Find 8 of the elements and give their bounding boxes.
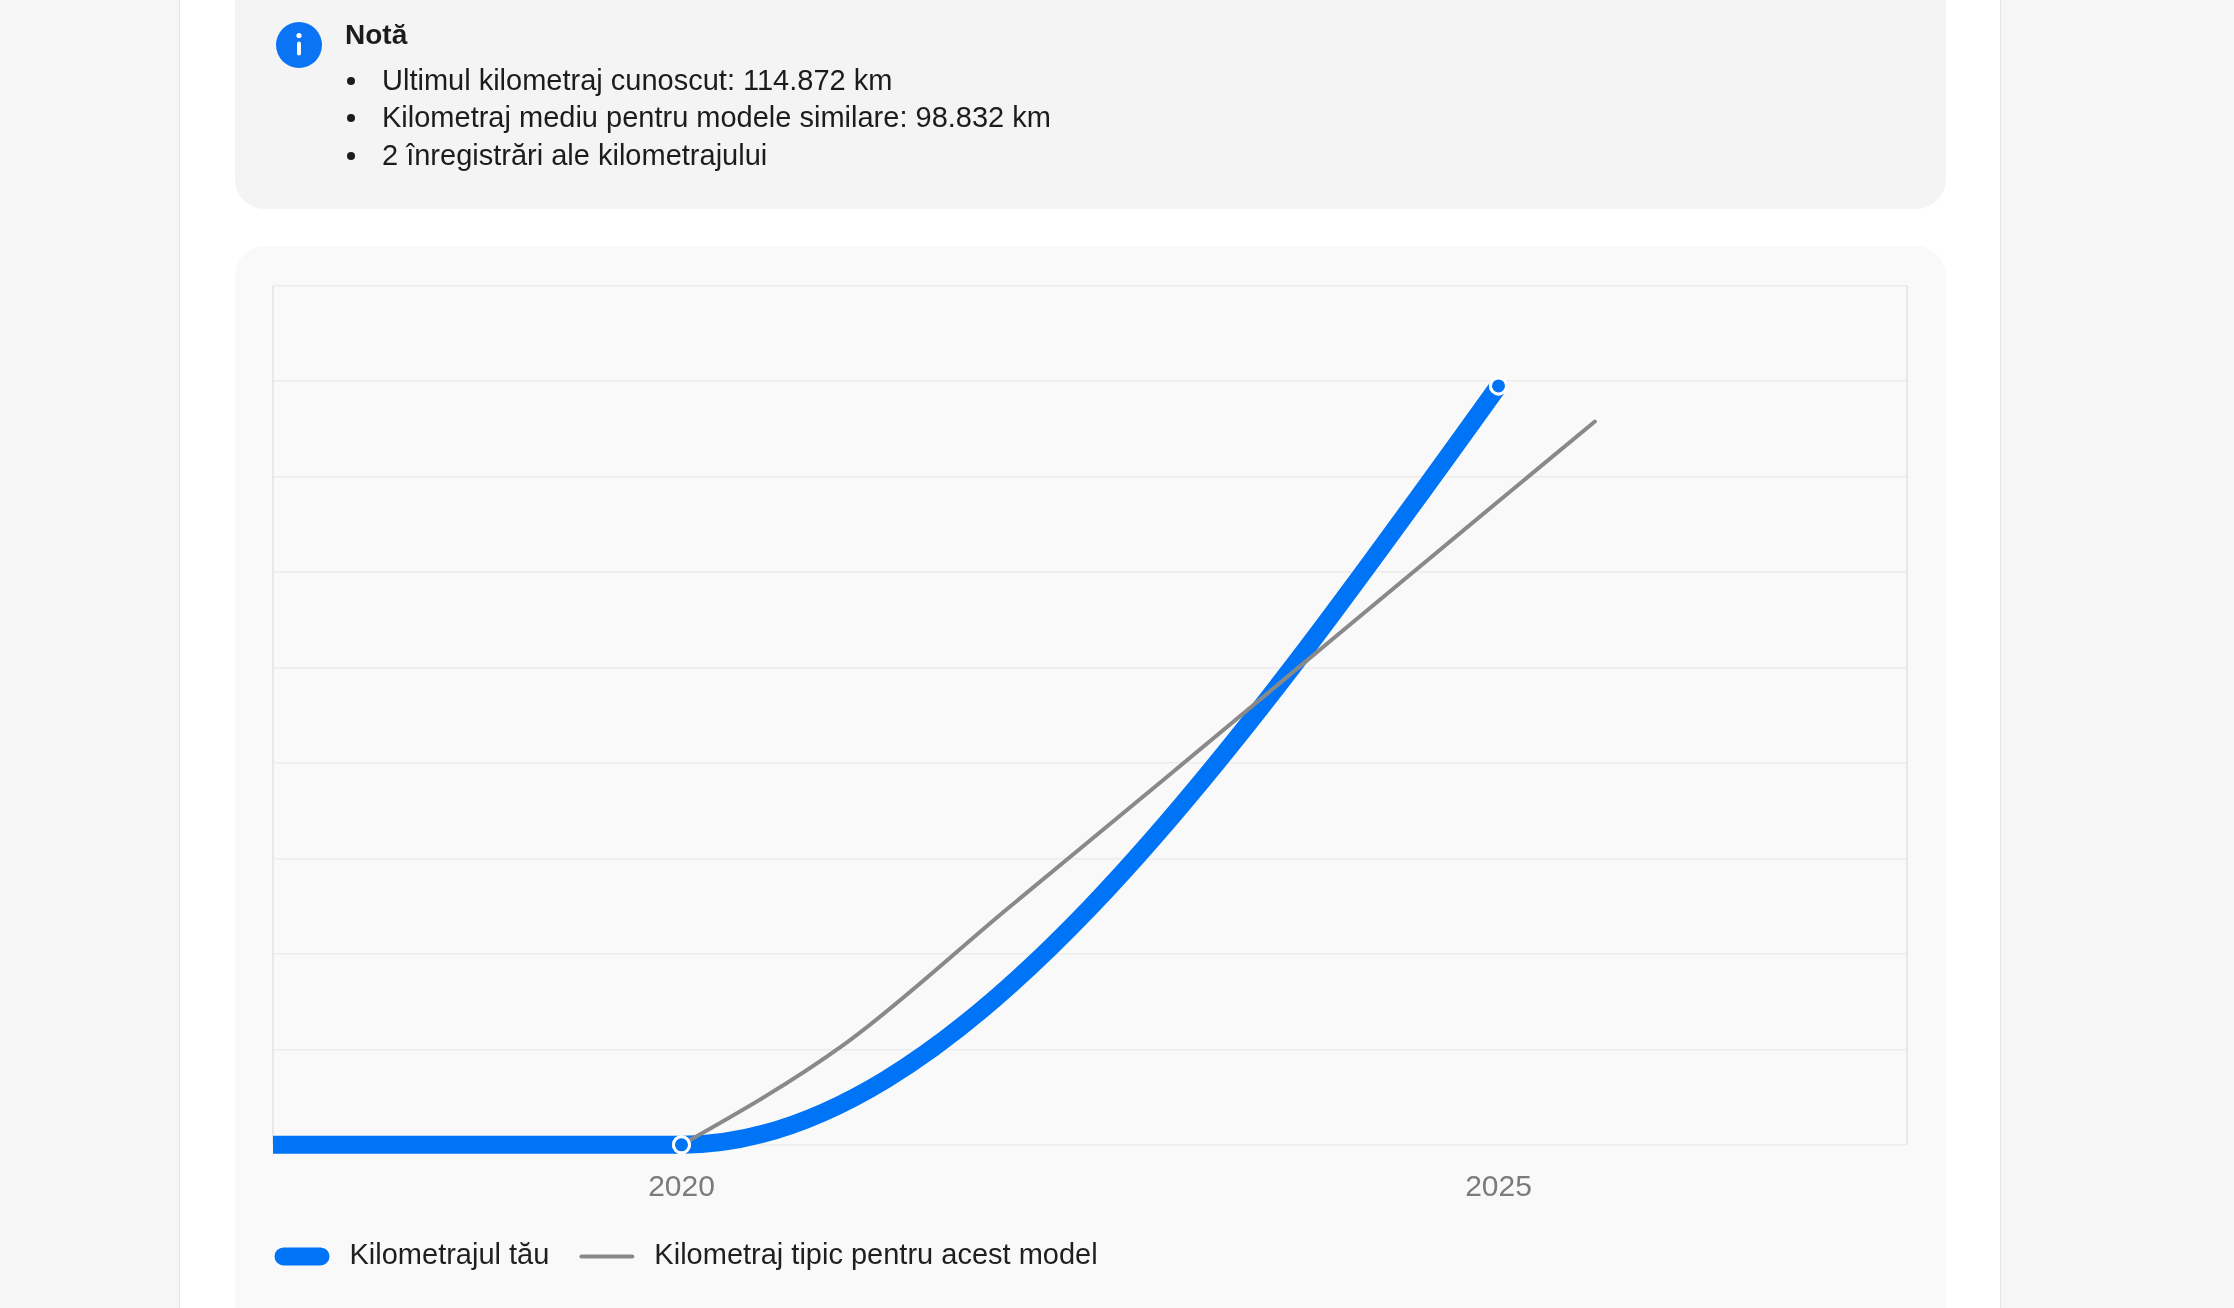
text: Kilometraj mediu pentru modele similare: 98.832 km (345, 99, 1051, 137)
legend-label: Kilometraj tipic pentru acest model (654, 1238, 1098, 1271)
legend-label: Kilometrajul tău (349, 1238, 550, 1271)
x-tick-label: 2020 (648, 1169, 715, 1203)
x-tick-label: 2025 (1465, 1169, 1532, 1203)
text: Ultimul kilometraj cunoscut: 114.872 km (345, 62, 1051, 100)
chart-title: Notă (345, 18, 408, 52)
text: 2 înregistrări ale kilometrajului (345, 136, 1051, 174)
